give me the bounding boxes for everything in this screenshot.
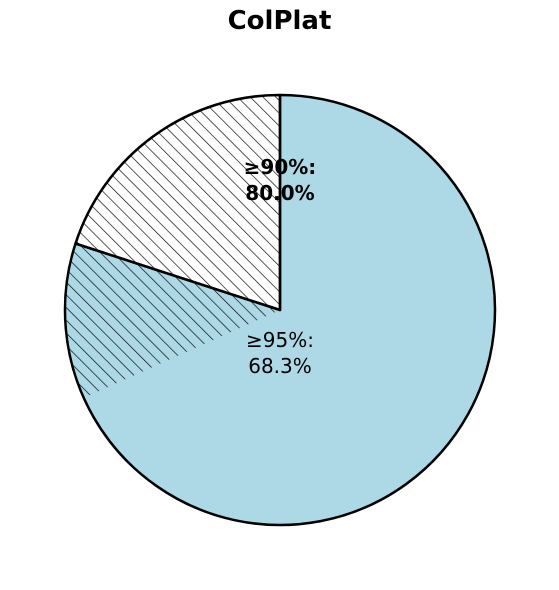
outer-label-line1: ≥90%: — [244, 155, 317, 179]
outer-wedge-outline — [63, 93, 497, 527]
outer-label-line2: 80.0% — [245, 181, 314, 205]
outer-remainder-hatch — [75, 95, 280, 310]
inner-label-line2: 68.3% — [248, 354, 312, 378]
inner-remainder-hatch — [65, 243, 281, 398]
inner-label-line1: ≥95%: — [246, 328, 314, 352]
outer-remainder-outline — [74, 93, 282, 312]
chart-title: ColPlat — [227, 6, 332, 36]
